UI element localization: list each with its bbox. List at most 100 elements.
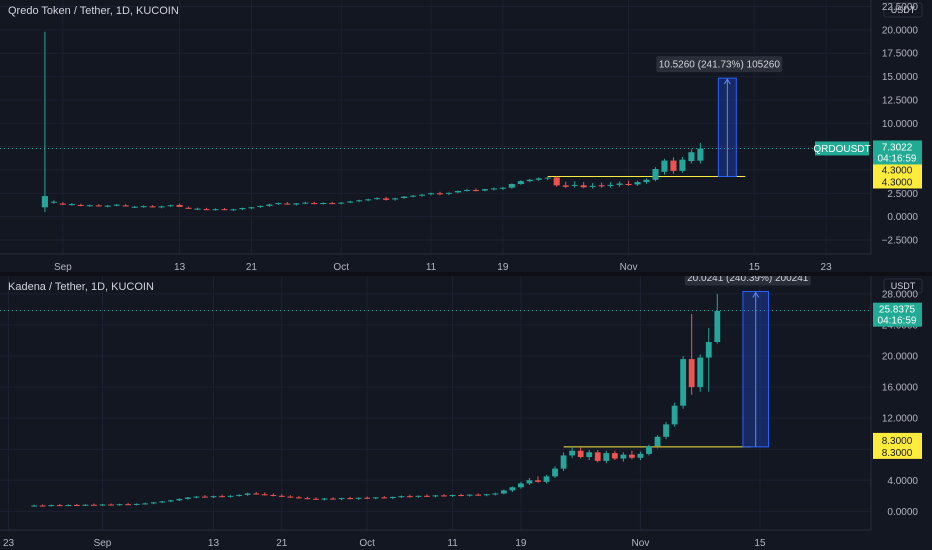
grid — [0, 0, 871, 254]
candle-body — [253, 493, 260, 495]
x-tick-label: Oct — [333, 262, 349, 273]
candle-body — [295, 497, 302, 499]
y-tick-label: 10.0000 — [882, 119, 919, 130]
candle-body — [552, 468, 558, 477]
candle-body — [688, 152, 695, 162]
measure-label: 20.0241 (240.39%) 200241 — [687, 276, 809, 284]
x-tick-label: 13 — [174, 262, 186, 273]
candle-body — [381, 497, 388, 499]
candle-body — [176, 204, 183, 207]
candle-body — [293, 203, 300, 205]
candle-body — [149, 206, 156, 208]
candle-body — [304, 498, 311, 500]
candle-body — [104, 205, 111, 207]
candle-body — [257, 205, 264, 207]
price-unit-badge[interactable] — [883, 2, 923, 18]
candle-body — [553, 177, 560, 186]
candle-body — [275, 203, 282, 205]
x-tick-label: 11 — [426, 262, 437, 273]
candle-body — [185, 207, 192, 209]
candle-body — [611, 453, 618, 459]
level-price-label: 8.3000 — [882, 448, 913, 459]
candle-body — [654, 436, 661, 447]
x-tick-label: 23 — [821, 262, 833, 273]
candle-body — [714, 310, 721, 343]
candle-body — [167, 205, 174, 207]
candle-body — [598, 185, 605, 187]
candle-body — [176, 498, 183, 501]
y-tick-label: 28.0000 — [882, 289, 919, 300]
candle-body — [634, 182, 641, 185]
candle-body — [113, 204, 120, 206]
measure-label-box — [684, 276, 811, 286]
candle-body — [311, 203, 318, 205]
symbol-badge — [815, 141, 869, 156]
candle-body — [646, 446, 652, 454]
level-price-badge — [873, 162, 922, 189]
candle-body — [466, 494, 473, 496]
candle-body — [705, 342, 712, 358]
candle-body — [158, 206, 165, 208]
price-unit-badge[interactable] — [883, 278, 923, 294]
candle-body — [99, 504, 106, 506]
symbol-label: QRDOUSDT — [813, 144, 870, 155]
candle-body — [261, 494, 268, 496]
candle-body — [472, 190, 479, 192]
last-price-badge — [873, 302, 922, 327]
last-price-label: 7.3022 — [882, 142, 913, 153]
candle-body — [517, 483, 524, 488]
chart-title: Kadena / Tether, 1D, KUCOIN — [8, 281, 154, 293]
candle-body — [266, 204, 273, 206]
y-tick-label: 2.5000 — [887, 189, 918, 200]
candle-body — [509, 487, 516, 491]
x-tick-label: Sep — [54, 262, 72, 273]
candle-body — [490, 188, 497, 190]
candle-body — [372, 497, 379, 499]
candle-body — [73, 504, 80, 506]
candle-body — [68, 204, 75, 206]
x-tick-label: Nov — [620, 262, 638, 273]
y-tick-label: −2.5000 — [882, 235, 919, 246]
candle-body — [212, 209, 219, 211]
candle-body — [688, 359, 695, 388]
y-tick-label: 12.0000 — [882, 414, 919, 425]
candle-body — [364, 497, 371, 499]
last-price-badge — [873, 140, 922, 165]
candle-body — [616, 183, 623, 185]
candle-body — [463, 190, 470, 192]
candle-body — [125, 504, 131, 506]
candle-body — [526, 179, 533, 182]
candle-body — [603, 453, 610, 461]
y-tick-label: 20.0000 — [882, 352, 919, 363]
candle-body — [652, 169, 659, 180]
candle-body — [580, 185, 587, 188]
candle-body — [607, 184, 614, 186]
candle-body — [133, 503, 140, 505]
candle-body — [365, 199, 372, 201]
candle-body — [338, 498, 345, 500]
candle-body — [406, 496, 413, 498]
candle-body — [287, 496, 294, 498]
kadena-chart[interactable]: USDT 28.000024.000020.000016.000012.0000… — [0, 276, 932, 550]
candle-body — [517, 181, 524, 184]
candle-body — [628, 454, 635, 458]
level-price-label: 4.3000 — [882, 165, 913, 176]
y-tick-label: 20.0000 — [882, 25, 919, 36]
x-tick-label: 21 — [276, 538, 288, 549]
candle-body — [562, 185, 569, 187]
candle-body — [401, 196, 408, 198]
qredo-chart[interactable]: USDT 22.5000 20.0000 17.5000 15.0000 12.5000… — [0, 0, 932, 274]
candle-body — [643, 179, 650, 183]
candle-body — [398, 496, 405, 498]
candle-body — [347, 498, 354, 500]
candle-body — [441, 495, 447, 497]
y-tick-label: 16.0000 — [882, 383, 919, 394]
candle-body — [203, 209, 210, 211]
x-tick-label: 13 — [208, 538, 220, 549]
candle-body — [697, 357, 704, 388]
level-price-label: 4.3000 — [882, 177, 913, 188]
candle-body — [697, 148, 704, 161]
y-tick-label: 0.0000 — [887, 507, 918, 518]
candle-body — [56, 505, 63, 507]
candle-body — [236, 494, 243, 496]
